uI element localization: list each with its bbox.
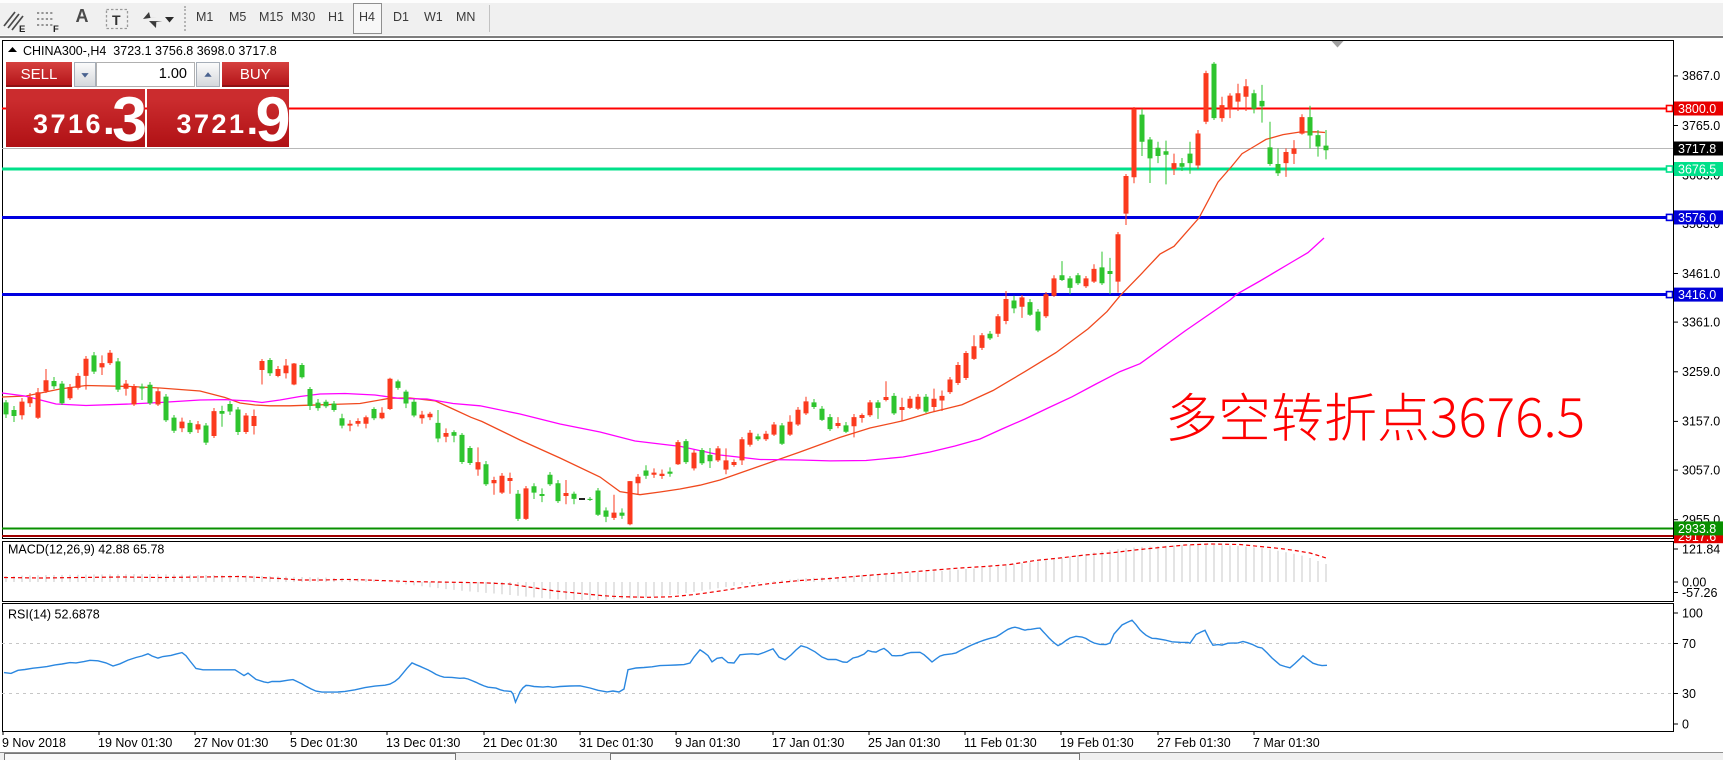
svg-text:9 Jan 01:30: 9 Jan 01:30	[675, 736, 740, 750]
svg-text:MACD(12,26,9) 42.88 65.78: MACD(12,26,9) 42.88 65.78	[8, 543, 164, 557]
svg-text:3157.0: 3157.0	[1682, 415, 1720, 429]
svg-text:19 Feb 01:30: 19 Feb 01:30	[1060, 736, 1134, 750]
svg-text:0: 0	[1682, 717, 1689, 731]
svg-text:5 Dec 01:30: 5 Dec 01:30	[290, 736, 357, 750]
svg-text:70: 70	[1682, 637, 1696, 651]
svg-text:T: T	[112, 12, 121, 28]
svg-text:27 Nov 01:30: 27 Nov 01:30	[194, 736, 268, 750]
svg-text:3676.5: 3676.5	[1678, 163, 1716, 177]
svg-text:13 Dec 01:30: 13 Dec 01:30	[386, 736, 460, 750]
svg-text:3800.0: 3800.0	[1678, 102, 1716, 116]
svg-text:3416.0: 3416.0	[1678, 288, 1716, 302]
svg-text:3867.0: 3867.0	[1682, 69, 1720, 83]
svg-text:3361.0: 3361.0	[1682, 315, 1720, 329]
svg-text:3057.0: 3057.0	[1682, 463, 1720, 477]
svg-text:25 Jan 01:30: 25 Jan 01:30	[868, 736, 940, 750]
svg-text:19 Nov 01:30: 19 Nov 01:30	[98, 736, 172, 750]
svg-text:0.00: 0.00	[1682, 575, 1706, 589]
svg-text:3461.0: 3461.0	[1682, 267, 1720, 281]
svg-text:9 Nov 2018: 9 Nov 2018	[2, 736, 66, 750]
svg-text:-57.26: -57.26	[1682, 586, 1717, 600]
svg-text:3576.0: 3576.0	[1678, 211, 1716, 225]
svg-text:11 Feb 01:30: 11 Feb 01:30	[964, 736, 1037, 750]
svg-text:30: 30	[1682, 687, 1696, 701]
svg-text:100: 100	[1682, 606, 1703, 620]
svg-text:7 Mar 01:30: 7 Mar 01:30	[1253, 736, 1320, 750]
svg-text:27 Feb 01:30: 27 Feb 01:30	[1157, 736, 1231, 750]
svg-text:E: E	[19, 24, 25, 33]
svg-text:21 Dec 01:30: 21 Dec 01:30	[483, 736, 557, 750]
svg-text:2933.8: 2933.8	[1678, 522, 1716, 536]
svg-text:CHINA300-,H4 3723.1 3756.8 36: CHINA300-,H4 3723.1 3756.8 3698.0 3717.8	[23, 44, 277, 58]
svg-text:3259.0: 3259.0	[1682, 365, 1720, 379]
svg-text:17 Jan 01:30: 17 Jan 01:30	[772, 736, 844, 750]
svg-text:F: F	[53, 24, 59, 33]
svg-text:3717.8: 3717.8	[1678, 142, 1716, 156]
svg-text:31 Dec 01:30: 31 Dec 01:30	[579, 736, 653, 750]
svg-text:RSI(14) 52.6878: RSI(14) 52.6878	[8, 608, 100, 622]
svg-text:3765.0: 3765.0	[1682, 119, 1720, 133]
svg-text:121.84: 121.84	[1682, 542, 1720, 556]
